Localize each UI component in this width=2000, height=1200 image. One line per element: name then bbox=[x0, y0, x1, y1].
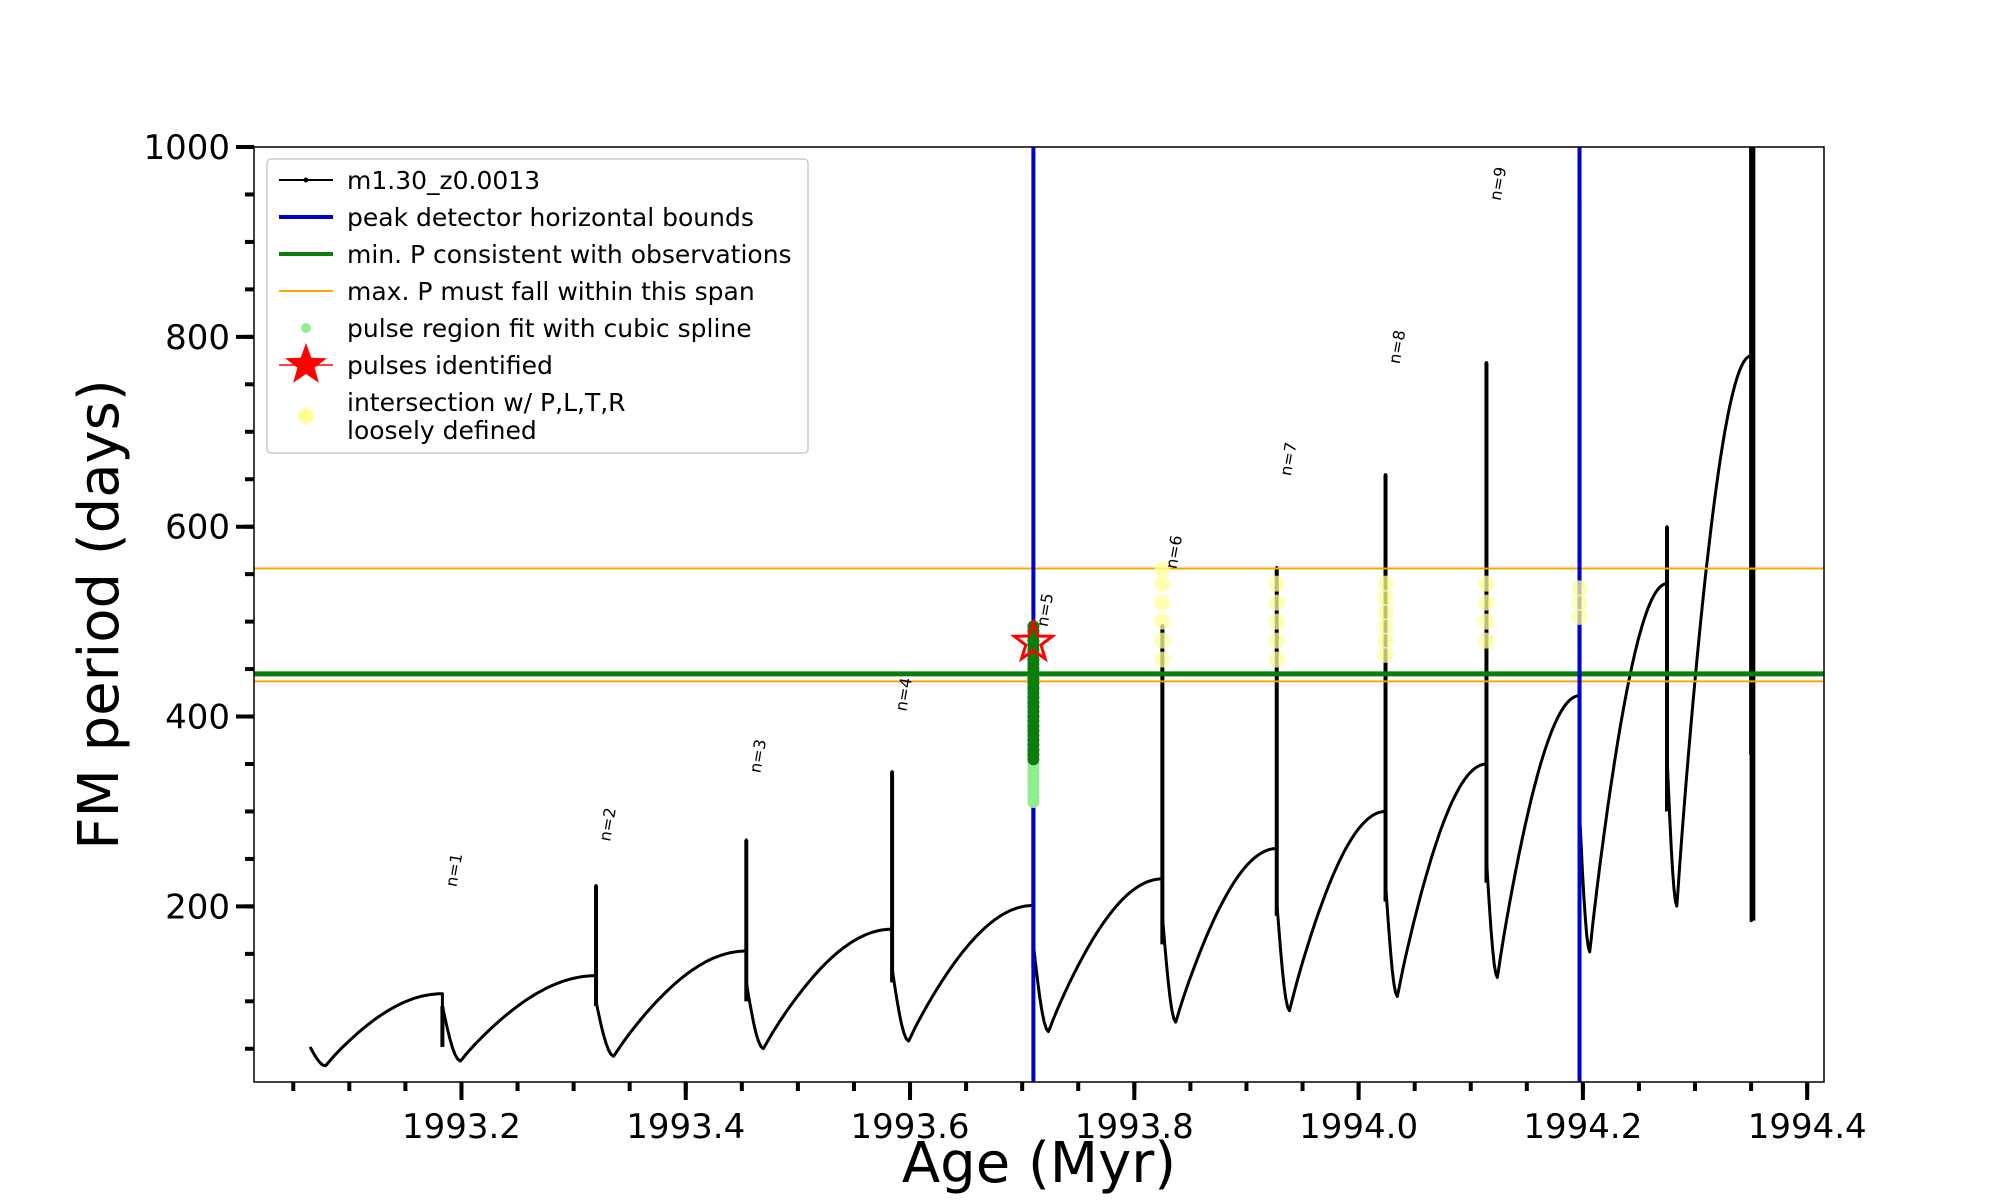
loose-point bbox=[1478, 594, 1495, 611]
loose-point bbox=[1478, 613, 1495, 630]
loose-point bbox=[1268, 594, 1285, 611]
y-tick-label: 800 bbox=[165, 318, 230, 358]
x-tick-label: 1993.8 bbox=[1075, 1107, 1194, 1147]
x-tick-label: 1993.4 bbox=[626, 1107, 745, 1147]
loose-point bbox=[1571, 608, 1588, 625]
loose-point bbox=[1571, 580, 1588, 597]
x-tick-label: 1994.2 bbox=[1523, 1107, 1642, 1147]
legend-label: max. P must fall within this span bbox=[347, 277, 755, 306]
loose-point bbox=[1268, 651, 1285, 668]
loose-point bbox=[1377, 618, 1394, 635]
y-tick-label: 200 bbox=[165, 887, 230, 927]
legend-label: intersection w/ P,L,T,R bbox=[347, 388, 626, 417]
loose-point bbox=[1154, 561, 1171, 578]
x-tick-label: 1993.2 bbox=[402, 1107, 521, 1147]
legend-handle-dot bbox=[301, 323, 311, 333]
x-tick-label: 1994.0 bbox=[1299, 1107, 1418, 1147]
legend-handle-circle bbox=[298, 408, 314, 424]
loose-point bbox=[1377, 575, 1394, 592]
legend-label: pulse region fit with cubic spline bbox=[347, 314, 752, 343]
axes-frame bbox=[253, 146, 1825, 1083]
legend-handle-star bbox=[285, 343, 327, 383]
loose-point bbox=[1154, 575, 1171, 592]
series-m1.30_z0.0013 bbox=[308, 147, 1755, 1068]
legend-handle-marker bbox=[303, 177, 309, 183]
plot-area bbox=[254, 147, 1824, 1082]
x-tick-label: 1993.6 bbox=[851, 1107, 970, 1147]
loose-point bbox=[1377, 632, 1394, 649]
loose-point bbox=[1478, 632, 1495, 649]
legend-label: min. P consistent with observations bbox=[347, 240, 792, 269]
y-axis: 200 400 600 800 1000 bbox=[143, 128, 254, 1051]
loose-point bbox=[1571, 594, 1588, 611]
legend-box bbox=[266, 158, 809, 454]
loose-point bbox=[1154, 594, 1171, 611]
y-tick-label: 400 bbox=[165, 698, 230, 738]
loose-point bbox=[1154, 651, 1171, 668]
y-tick-label: 600 bbox=[165, 508, 230, 548]
loose-point bbox=[1377, 604, 1394, 621]
legend-label: peak detector horizontal bounds bbox=[347, 203, 754, 232]
loose-point bbox=[1268, 632, 1285, 649]
legend-label: loosely defined bbox=[347, 416, 537, 445]
loose-point bbox=[1478, 575, 1495, 592]
legend-label: pulses identified bbox=[347, 351, 553, 380]
legend-label: m1.30_z0.0013 bbox=[347, 166, 540, 195]
loose-point bbox=[1154, 613, 1171, 630]
plot-frame bbox=[253, 146, 1825, 1083]
y-axis-label: FM period (days) bbox=[67, 379, 132, 849]
y-tick-label: 1000 bbox=[143, 128, 230, 168]
x-tick-label: 1994.4 bbox=[1748, 1107, 1867, 1147]
x-axis: 1993.2 1993.4 1993.6 1993.8 1994.0 1994.2 1994… bbox=[291, 1082, 1867, 1147]
loose-point bbox=[1377, 646, 1394, 663]
loose-point bbox=[1377, 589, 1394, 606]
identified-pulse-star bbox=[1010, 617, 1057, 663]
loose-point bbox=[1154, 632, 1171, 649]
x-axis-label: Age (Myr) bbox=[902, 1131, 1176, 1196]
loose-point bbox=[1268, 575, 1285, 592]
loose-point bbox=[1268, 613, 1285, 630]
